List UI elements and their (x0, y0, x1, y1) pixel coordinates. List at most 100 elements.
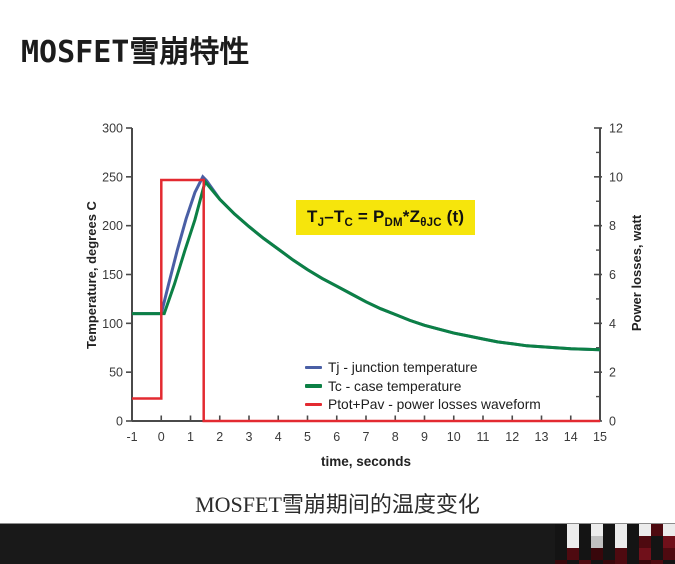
formula-subscript: DM (384, 217, 403, 229)
x-tick-label: -1 (126, 430, 137, 444)
y-left-tick-label: 100 (102, 317, 123, 331)
x-tick-label: 12 (505, 430, 519, 444)
checker-square (567, 536, 579, 548)
checker-square (627, 536, 639, 548)
y-right-tick-label: 0 (609, 415, 616, 429)
y-left-tick-label: 150 (102, 268, 123, 282)
x-tick-label: 5 (304, 430, 311, 444)
checker-square (639, 548, 651, 560)
checker-square (651, 524, 663, 536)
checker-square (555, 548, 567, 560)
x-tick-label: 3 (246, 430, 253, 444)
checker-square (627, 524, 639, 536)
checker-square (591, 524, 603, 536)
y-right-axis-title: Power losses, watt (629, 214, 644, 331)
y-left-tick-label: 200 (102, 219, 123, 233)
x-tick-label: 11 (477, 430, 490, 444)
x-tick-label: 0 (158, 430, 165, 444)
formula-text: (t) (441, 207, 465, 226)
legend-label: Tj - junction temperature (328, 359, 478, 375)
checker-square (579, 560, 591, 564)
checker-square (591, 548, 603, 560)
chart-legend: Tj - junction temperature Tc - case tempe… (305, 358, 541, 414)
checker-square (591, 536, 603, 548)
legend-entry: Ptot+Pav - power losses waveform (305, 395, 541, 414)
x-tick-label: 15 (593, 430, 607, 444)
y-right-tick-label: 10 (609, 170, 623, 184)
slide-title: MOSFET雪崩特性 (21, 35, 250, 70)
y-right-tick-label: 8 (609, 219, 616, 233)
formula-text: T (307, 207, 318, 226)
checker-square (663, 536, 675, 548)
checker-square (555, 560, 567, 564)
x-tick-label: 9 (421, 430, 428, 444)
x-tick-label: 6 (333, 430, 340, 444)
x-tick-label: 14 (564, 430, 578, 444)
y-right-tick-label: 12 (609, 122, 623, 136)
y-left-tick-label: 300 (102, 122, 123, 136)
checker-square (555, 536, 567, 548)
footer-bar (0, 523, 675, 564)
checker-square (639, 536, 651, 548)
y-right-tick-label: 6 (609, 268, 616, 282)
checker-square (627, 548, 639, 560)
checker-square (651, 560, 663, 564)
checker-square (651, 536, 663, 548)
x-tick-label: 13 (535, 430, 549, 444)
checker-square (603, 548, 615, 560)
legend-entry: Tc - case temperature (305, 377, 541, 396)
checker-square (579, 524, 591, 536)
x-tick-label: 2 (216, 430, 223, 444)
checker-square (567, 548, 579, 560)
checker-square (567, 524, 579, 536)
y-right-tick-label: 4 (609, 317, 616, 331)
legend-line-swatch (305, 402, 322, 407)
formula-text: = P (352, 207, 385, 226)
legend-entry: Tj - junction temperature (305, 358, 541, 377)
checker-square (591, 560, 603, 564)
y-right-tick-label: 2 (609, 366, 616, 380)
checker-square (627, 560, 639, 564)
y-left-axis-title: Temperature, degrees C (84, 200, 99, 348)
x-tick-label: 7 (363, 430, 370, 444)
legend-label: Tc - case temperature (328, 378, 462, 394)
checker-square (663, 548, 675, 560)
checker-square (615, 560, 627, 564)
checker-square (639, 524, 651, 536)
x-tick-label: 4 (275, 430, 282, 444)
legend-line-swatch (305, 365, 322, 370)
formula-subscript: J (317, 217, 325, 229)
y-left-tick-label: 0 (116, 415, 123, 429)
x-tick-label: 8 (392, 430, 399, 444)
checker-square (639, 560, 651, 564)
footer-checker-decoration (555, 524, 675, 564)
checker-square (615, 524, 627, 536)
checker-square (615, 548, 627, 560)
y-left-tick-label: 50 (109, 366, 123, 380)
checker-square (579, 536, 591, 548)
x-tick-label: 10 (447, 430, 461, 444)
legend-label: Ptot+Pav - power losses waveform (328, 397, 541, 413)
y-left-tick-label: 250 (102, 170, 123, 184)
checker-square (603, 536, 615, 548)
chart-caption: MOSFET雪崩期间的温度变化 (195, 492, 480, 517)
checker-square (663, 560, 675, 564)
series-line-2 (132, 178, 600, 423)
x-tick-label: 1 (187, 430, 194, 444)
checker-square (615, 536, 627, 548)
formula-text: –T (324, 207, 345, 226)
formula-subscript: C (344, 217, 353, 229)
checker-square (663, 524, 675, 536)
series-line-1 (132, 178, 601, 352)
legend-line-swatch (305, 384, 322, 388)
checker-square (567, 560, 579, 564)
formula-subscript: θJC (420, 217, 442, 229)
checker-square (603, 560, 615, 564)
checker-square (603, 524, 615, 536)
checker-square (555, 524, 567, 536)
x-axis-title: time, seconds (321, 454, 411, 469)
checker-square (579, 548, 591, 560)
formula-box: TJ–TC = PDM*ZθJC (t) (296, 200, 476, 235)
